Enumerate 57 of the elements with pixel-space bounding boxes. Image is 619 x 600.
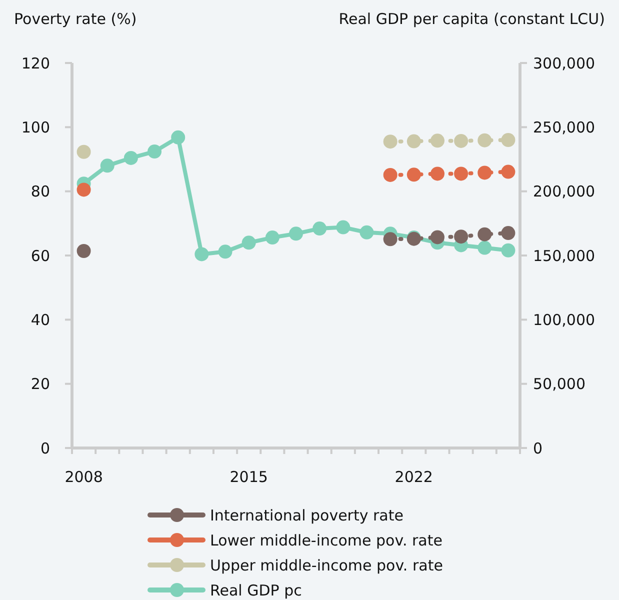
y-tick-label: 120 [21, 54, 50, 72]
x-tick-label: 2015 [230, 468, 268, 486]
point [265, 230, 280, 245]
point [454, 230, 468, 244]
y-tick-label: 0 [40, 439, 50, 458]
y-tick-label: 80 [30, 182, 50, 201]
point [336, 220, 350, 234]
y2-tick-label: 300,000 [533, 54, 596, 72]
point [171, 130, 186, 144]
y2-tick-label: 150,000 [533, 246, 596, 265]
point [454, 134, 468, 148]
legend-label: Lower middle-income pov. rate [210, 531, 442, 550]
point [383, 168, 398, 182]
point [218, 244, 232, 259]
point [76, 182, 91, 197]
point [76, 144, 91, 159]
y2-tick-label: 0 [533, 439, 543, 458]
point [360, 225, 374, 240]
y2-axis-title: Real GDP per capita (constant LCU) [338, 10, 605, 28]
y-axis-title: Poverty rate (%) [14, 10, 137, 28]
point [148, 144, 162, 159]
point [454, 166, 468, 181]
legend-label: Upper middle-income pov. rate [210, 556, 443, 574]
y2-tick-label: 100,000 [533, 310, 596, 329]
point [406, 134, 421, 148]
point [100, 158, 114, 173]
point [383, 232, 398, 246]
point [478, 133, 492, 148]
point [478, 227, 492, 242]
point [430, 230, 444, 244]
y-tick-label: 40 [30, 310, 50, 329]
point [312, 222, 327, 236]
y-tick-label: 100 [21, 118, 50, 136]
point [430, 134, 444, 148]
point [501, 164, 516, 179]
y2-tick-label: 50,000 [533, 375, 586, 394]
point [289, 226, 303, 241]
point [430, 166, 444, 181]
legend-label: Real GDP pc [210, 581, 302, 600]
point [501, 226, 516, 240]
y-tick-label: 60 [30, 246, 50, 265]
point [406, 168, 421, 182]
point [501, 133, 516, 147]
point [383, 134, 398, 149]
point [76, 244, 91, 258]
point [124, 150, 138, 165]
point [478, 240, 492, 255]
y2-tick-label: 200,000 [533, 182, 596, 201]
y2-tick-label: 250,000 [533, 118, 596, 136]
point [242, 236, 256, 250]
y-tick-label: 20 [30, 375, 50, 394]
point [478, 166, 492, 180]
point [194, 247, 209, 262]
x-tick-label: 2008 [64, 468, 103, 486]
legend-label: International poverty rate [210, 506, 404, 524]
x-tick-label: 2022 [394, 468, 433, 486]
point [501, 243, 516, 258]
